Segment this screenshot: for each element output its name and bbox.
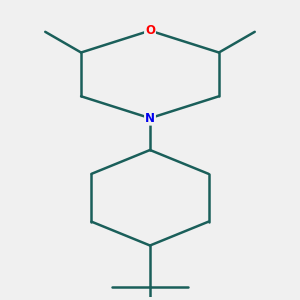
Text: N: N bbox=[145, 112, 155, 125]
Text: O: O bbox=[145, 24, 155, 37]
